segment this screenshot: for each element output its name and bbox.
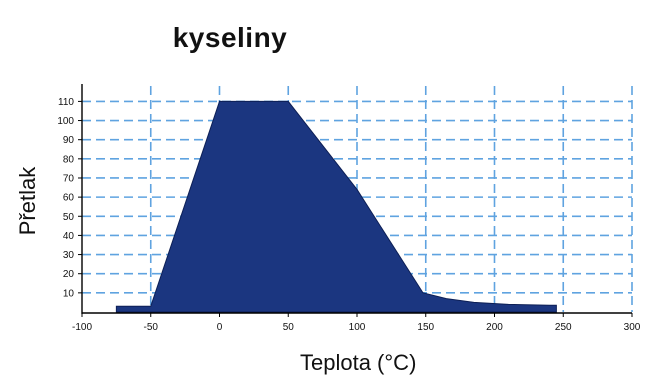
x-tick-label: 300 bbox=[624, 322, 641, 333]
x-tick-label: -100 bbox=[72, 322, 92, 333]
y-tick-label: 70 bbox=[63, 173, 75, 184]
chart-title: kyseliny bbox=[172, 22, 288, 53]
tick-labels: 10 20 30 40 50 60 70 80 90 100 110 -100 -50 0 50 100 150… bbox=[57, 97, 640, 333]
series-area bbox=[115, 100, 557, 313]
series-area-polygon bbox=[115, 100, 557, 313]
y-tick-label: 80 bbox=[63, 154, 75, 165]
x-tick-label: -50 bbox=[144, 322, 159, 333]
x-tick-label: 250 bbox=[555, 322, 572, 333]
y-tick-label: 50 bbox=[63, 212, 75, 223]
x-axis-label: Teplota (°C) bbox=[300, 350, 417, 375]
y-tick-label: 30 bbox=[63, 250, 75, 261]
y-tick-label: 40 bbox=[63, 231, 75, 242]
y-tick-label: 90 bbox=[63, 135, 75, 146]
x-tick-label: 100 bbox=[349, 322, 366, 333]
y-tick-label: 110 bbox=[58, 97, 74, 108]
y-tick-label: 20 bbox=[63, 269, 75, 280]
x-tick-label: 50 bbox=[283, 322, 295, 333]
y-tick-label: 10 bbox=[63, 288, 75, 299]
x-tick-label: 0 bbox=[217, 322, 223, 333]
y-axis-label: Přetlak bbox=[15, 166, 40, 236]
y-tick-label: 60 bbox=[63, 193, 75, 204]
x-tick-label: 150 bbox=[417, 322, 434, 333]
axes bbox=[78, 84, 633, 317]
x-tick-label: 200 bbox=[486, 322, 503, 333]
y-tick-label: 100 bbox=[57, 116, 74, 127]
